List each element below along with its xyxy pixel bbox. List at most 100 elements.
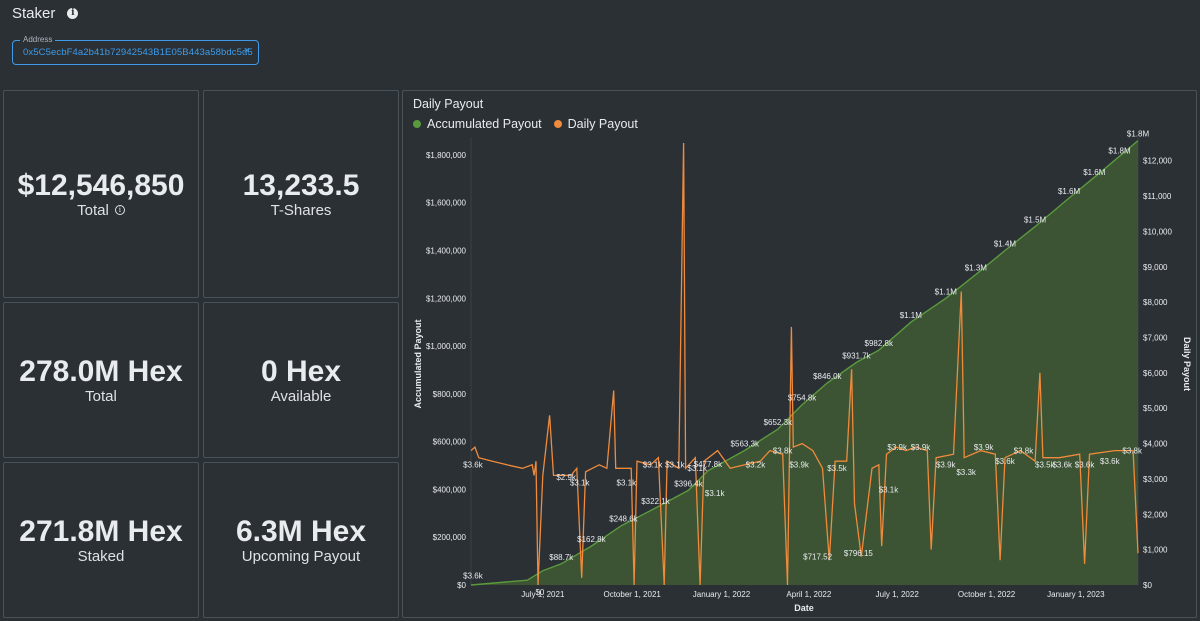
legend-dot-daily xyxy=(553,120,562,128)
chart-title: Daily Payout xyxy=(413,97,484,111)
accumulated-data-label: $1.6M xyxy=(1058,187,1081,196)
y-left-tick-label: $1,000,000 xyxy=(426,342,467,351)
daily-data-label: $717.52 xyxy=(803,553,832,562)
daily-data-label: $3.5k xyxy=(1035,461,1056,470)
daily-data-label: $2.9k xyxy=(556,473,577,482)
close-icon[interactable]: × xyxy=(243,45,250,57)
y-right-tick-label: $10,000 xyxy=(1143,227,1172,236)
daily-data-label: $3.5k xyxy=(827,464,848,473)
y-right-tick-label: $8,000 xyxy=(1143,298,1168,307)
accumulated-data-label: $754.8k xyxy=(788,394,817,403)
x-axis-title: Date xyxy=(794,603,814,613)
accumulated-data-label: $1.6M xyxy=(1083,168,1106,177)
y-right-tick-label: $0 xyxy=(1143,581,1152,590)
daily-data-label: $796.15 xyxy=(844,549,873,558)
info-icon[interactable]: i xyxy=(67,8,79,19)
accumulated-data-label: $1.8M xyxy=(1108,146,1131,155)
address-field[interactable]: Address 0x5C5ecbF4a2b41b72942543B1E05B44… xyxy=(12,35,259,65)
daily-data-label: $3.3k xyxy=(956,468,977,477)
y-right-tick-label: $12,000 xyxy=(1143,157,1172,166)
daily-payout-line xyxy=(470,142,1139,586)
daily-data-label: $3.9k xyxy=(974,443,995,452)
available-card: 0 Hex Available xyxy=(203,302,399,458)
daily-data-label: $3.9k xyxy=(911,443,932,452)
total-hex-card: 278.0M Hex Total xyxy=(3,302,199,458)
upcoming-label: Upcoming Payout xyxy=(241,547,361,565)
y-left-tick-label: $1,200,000 xyxy=(426,294,467,303)
x-tick-label: October 1, 2021 xyxy=(603,590,661,599)
legend-dot-accumulated xyxy=(413,120,421,128)
upcoming-payout-card: 6.3M Hex Upcoming Payout xyxy=(203,462,399,618)
y-right-tick-label: $9,000 xyxy=(1143,263,1168,272)
page-title: Staker i xyxy=(12,5,79,22)
y-axis-right-title: Daily Payout xyxy=(1182,337,1192,391)
daily-data-label: $3.1k xyxy=(643,461,664,470)
daily-data-label: $3.1k xyxy=(570,478,591,487)
x-tick-label: January 1, 2022 xyxy=(693,590,751,599)
daily-data-label: $3.1k xyxy=(617,478,638,487)
y-right-tick-label: $2,000 xyxy=(1143,510,1168,519)
daily-data-label: $3.6k xyxy=(1075,461,1096,470)
daily-payout-chart: $0 $200,000 $400,000 $600,000 $800,000 $1,000… xyxy=(413,130,1192,613)
y-left-tick-label: $1,600,000 xyxy=(426,199,467,208)
accumulated-data-label: $1.1M xyxy=(935,287,958,296)
daily-data-label: $3.1k xyxy=(665,461,686,470)
legend-accumulated-label: Accumulated Payout xyxy=(427,117,542,131)
total-usd-card: $12,546,850 Total i xyxy=(3,90,199,298)
daily-data-label: $3.2k xyxy=(746,461,767,470)
staked-label: Staked xyxy=(77,547,125,565)
legend-accumulated[interactable]: Accumulated Payout xyxy=(413,117,542,131)
upcoming-value: 6.3M Hex xyxy=(235,514,367,548)
legend-daily[interactable]: Daily Payout xyxy=(553,117,638,131)
total-usd-label: Total xyxy=(77,201,109,219)
x-tick-label: October 1, 2022 xyxy=(958,590,1016,599)
daily-payout-chart-panel: $0 $200,000 $400,000 $600,000 $800,000 $1,000… xyxy=(402,90,1197,618)
daily-data-label: $3.6k xyxy=(1100,457,1121,466)
y-left-tick-label: $400,000 xyxy=(433,485,467,494)
chart-legend: Accumulated Payout Daily Payout xyxy=(413,117,638,131)
tshares-label: T-Shares xyxy=(270,201,332,219)
daily-data-label: $3.9k xyxy=(789,461,810,470)
daily-data-label: $3.8k xyxy=(1122,447,1143,456)
y-right-tick-label: $3,000 xyxy=(1143,475,1168,484)
tshares-card: 13,233.5 T-Shares xyxy=(203,90,399,298)
y-right-tick-label: $11,000 xyxy=(1143,192,1172,201)
accumulated-data-label: $1.5M xyxy=(1024,216,1047,225)
address-value: 0x5C5ecbF4a2b41b72942543B1E05B443a58bdc5… xyxy=(23,47,253,58)
y-left-tick-label: $0 xyxy=(457,581,466,590)
accumulated-data-label: $982.8k xyxy=(865,339,894,348)
total-hex-value: 278.0M Hex xyxy=(19,354,183,388)
daily-data-label: $3.9k xyxy=(887,443,908,452)
daily-data-label: $3.8k xyxy=(773,447,794,456)
x-tick-label: July 1, 2022 xyxy=(876,590,920,599)
y-left-tick-label: $1,400,000 xyxy=(426,247,467,256)
accumulated-data-label: $1.8M xyxy=(1127,130,1150,139)
accumulated-data-label: $248.6k xyxy=(609,515,638,524)
accumulated-data-label: $1.3M xyxy=(965,263,988,272)
y-left-tick-label: $800,000 xyxy=(433,390,467,399)
accumulated-data-label: $563.3k xyxy=(731,439,760,448)
daily-data-label: $3.6k xyxy=(463,461,484,470)
accumulated-data-label: $322.1k xyxy=(641,497,670,506)
address-label: Address xyxy=(20,35,56,45)
available-label: Available xyxy=(270,387,332,405)
accumulated-data-label: $1.4M xyxy=(994,240,1017,249)
daily-data-label: $3.1k xyxy=(687,464,708,473)
y-right-tick-label: $1,000 xyxy=(1143,546,1168,555)
accumulated-data-label: $396.4k xyxy=(674,479,703,488)
accumulated-data-label: $477.8k xyxy=(694,460,723,469)
available-value: 0 Hex xyxy=(260,354,342,388)
x-tick-label: January 1, 2023 xyxy=(1047,590,1105,599)
daily-data-label: $3.6k xyxy=(995,457,1016,466)
accumulated-payout-line xyxy=(470,140,1139,586)
y-left-tick-label: $600,000 xyxy=(433,438,467,447)
legend-daily-label: Daily Payout xyxy=(567,117,638,131)
info-icon[interactable]: i xyxy=(114,205,125,215)
y-left-tick-label: $1,800,000 xyxy=(426,151,467,160)
y-axis-left-title: Accumulated Payout xyxy=(413,319,423,408)
total-usd-label-row: Total i xyxy=(77,202,125,219)
staked-value: 271.8M Hex xyxy=(19,514,183,548)
accumulated-data-label: $3.6k xyxy=(463,572,484,581)
tshares-value: 13,233.5 xyxy=(242,168,360,202)
y-left-tick-label: $200,000 xyxy=(433,533,467,542)
